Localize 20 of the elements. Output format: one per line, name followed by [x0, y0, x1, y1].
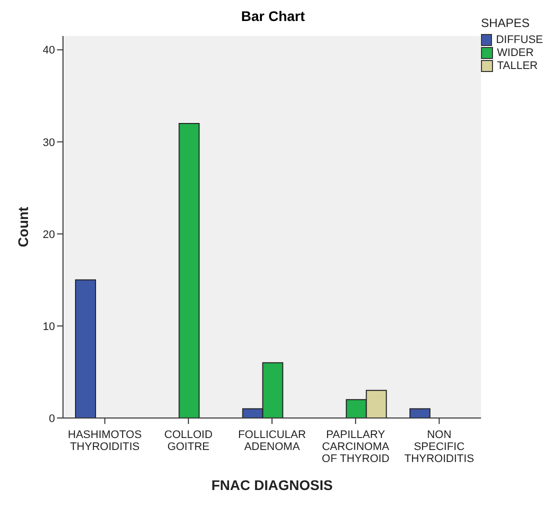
x-tick-label: COLLOID GOITRE: [164, 429, 213, 453]
x-tick-label: HASHIMOTOS THYROIDITIS: [68, 429, 142, 453]
y-tick-label: 0: [48, 412, 55, 425]
x-axis-title: FNAC DIAGNOSIS: [211, 477, 333, 493]
legend-label: TALLER: [497, 60, 538, 72]
x-tick-label: PAPILLARY CARCINOMA OF THYROID: [322, 429, 390, 465]
y-tick-label: 20: [42, 228, 55, 241]
legend-title: SHAPES: [481, 16, 531, 30]
legend-label: WIDER: [497, 47, 534, 59]
y-axis-title: Count: [14, 206, 31, 248]
x-tick-label: FOLLICULAR ADENOMA: [238, 429, 306, 453]
y-tick-label: 40: [42, 44, 55, 57]
bar: [75, 279, 96, 418]
y-tick-label: 10: [42, 320, 55, 333]
x-tick-label: NON SPECIFIC THYROIDITIS: [404, 429, 474, 465]
bar: [409, 408, 430, 418]
bar: [178, 122, 200, 418]
legend-label: DIFFUSE: [496, 34, 543, 46]
chart-title: Bar Chart: [241, 8, 305, 24]
y-tick-label: 30: [42, 136, 55, 149]
